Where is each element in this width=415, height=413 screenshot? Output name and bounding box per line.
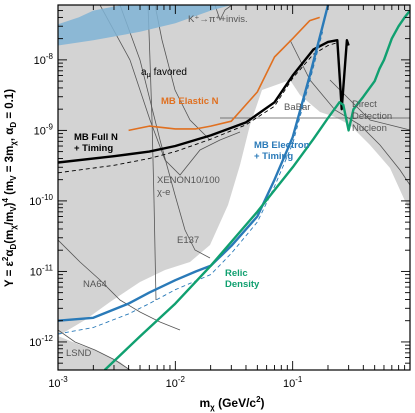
e137-label: E137 xyxy=(177,235,199,246)
amu-favored-band xyxy=(58,5,232,46)
series-group xyxy=(58,5,410,370)
direct-label-3: Nucleon xyxy=(352,123,387,134)
y-tick-label: 10-10 xyxy=(29,193,53,208)
xenon-label-2: χ-e xyxy=(157,187,170,198)
series-1-line xyxy=(58,42,338,174)
direct-label-2: Detection xyxy=(352,111,392,122)
mb-full-label-1: MB Full N xyxy=(74,132,118,143)
series-4-line xyxy=(58,31,324,335)
y-axis-title: Y = ε2αD(mχ/mV)4 (mV = 3mχ, αD = 0.1) xyxy=(1,89,18,287)
relic-label-2: Density xyxy=(225,279,260,290)
direct-label-1: Direct xyxy=(352,99,377,110)
series-5-line xyxy=(103,9,410,370)
excluded-region xyxy=(58,5,410,336)
tick-group: 10-3 10-2 10-1 10-12 10-11 10-10 10-9 10-8 xyxy=(29,5,410,390)
na64-label: NA64 xyxy=(83,279,107,290)
lsnd-contour xyxy=(58,329,131,370)
y-tick-label: 10-11 xyxy=(30,263,54,278)
kaon-contour-3 xyxy=(214,5,233,22)
amu-word: favored xyxy=(154,67,187,78)
x-tick-label: 10-3 xyxy=(48,375,68,390)
plot-frame xyxy=(57,4,411,371)
na64-contour xyxy=(58,239,181,331)
mb-electron-label-1: MB Electron xyxy=(254,140,310,151)
lsnd-label: LSND xyxy=(66,348,91,359)
xenon-contour xyxy=(99,5,241,176)
kaon-label: K⁺→π⁺+invis. xyxy=(188,14,248,25)
mb-elastic-label: MB Elastic N xyxy=(161,96,219,107)
relic-label-1: Relic xyxy=(225,268,248,279)
y-tick-label: 10-8 xyxy=(34,52,54,67)
e137-contour xyxy=(119,5,211,259)
amu-subscript: μ xyxy=(147,72,151,79)
series-0-line xyxy=(58,39,350,164)
amu-favored-label: aμ favored xyxy=(141,67,187,79)
amu-symbol: a xyxy=(141,67,147,78)
x-axis-title: mχ (GeV/c2) xyxy=(199,395,264,412)
babar-label: BaBar xyxy=(284,102,310,113)
y-tick-label: 10-9 xyxy=(34,122,54,137)
x-tick-label: 10-1 xyxy=(283,375,303,390)
xenon-label-1: XENON10/100 xyxy=(157,175,220,186)
y-tick-label: 10-12 xyxy=(29,334,53,349)
x-tick-label: 10-2 xyxy=(166,375,186,390)
series-3-line xyxy=(58,5,330,322)
mb-full-label-2: + Timing xyxy=(74,143,113,154)
kaon-contour-2 xyxy=(154,5,211,141)
kaon-contour-1 xyxy=(147,5,157,301)
series-2-line xyxy=(128,16,320,132)
annotations: K⁺→π⁺+invis. aμ favored MB Elastic N BaBa… xyxy=(66,14,392,359)
mb-electron-label-2: + Timing xyxy=(254,151,293,162)
